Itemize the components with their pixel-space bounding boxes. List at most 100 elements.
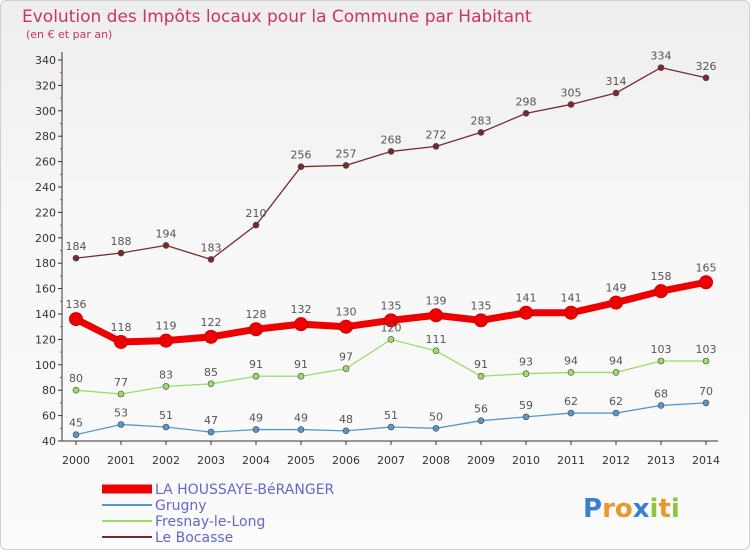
point-fresnay-le-long xyxy=(567,369,575,376)
point-fresnay-le-long xyxy=(297,372,305,380)
data-label-le-bocasse: 183 xyxy=(201,241,222,254)
x-tick-label: 2000 xyxy=(62,454,90,467)
axes xyxy=(61,52,718,442)
data-label-la-houssaye-b-ranger: 128 xyxy=(246,308,267,321)
legend-label: LA HOUSSAYE-BéRANGER xyxy=(155,482,335,498)
y-tick-label: 180 xyxy=(35,257,56,270)
y-tick-label: 40 xyxy=(42,435,56,448)
point-la-houssaye-b-ranger xyxy=(609,295,623,310)
point-le-bocasse xyxy=(522,110,530,117)
point-le-bocasse xyxy=(342,162,350,169)
x-tick-label: 2014 xyxy=(692,454,720,467)
point-fresnay-le-long xyxy=(612,369,620,376)
y-tick-label: 160 xyxy=(35,283,56,296)
point-fresnay-le-long xyxy=(522,370,530,377)
y-tick-label: 220 xyxy=(35,206,56,219)
x-tick-label: 2001 xyxy=(107,454,135,467)
y-tick-label: 300 xyxy=(35,105,56,118)
data-label-fresnay-le-long: 94 xyxy=(564,354,578,367)
data-label-grugny: 50 xyxy=(429,410,443,423)
data-label-grugny: 59 xyxy=(519,399,533,412)
x-tick-label: 2012 xyxy=(602,454,630,467)
data-label-grugny: 51 xyxy=(384,409,398,422)
data-label-le-bocasse: 334 xyxy=(651,50,672,63)
point-fresnay-le-long xyxy=(117,390,125,398)
data-label-fresnay-le-long: 91 xyxy=(474,358,488,371)
data-label-fresnay-le-long: 103 xyxy=(696,343,717,356)
data-labels-layer: 184 188 194 183 210 256 257 268 272 283 298 305 314 3… xyxy=(66,50,717,430)
y-tick-label: 340 xyxy=(35,54,56,67)
point-la-houssaye-b-ranger xyxy=(249,322,263,337)
x-tick-label: 2013 xyxy=(647,454,675,467)
data-label-grugny: 68 xyxy=(654,387,668,400)
data-label-grugny: 48 xyxy=(339,413,353,426)
point-la-houssaye-b-ranger xyxy=(564,305,578,320)
y-tick-label: 200 xyxy=(35,232,56,245)
data-label-le-bocasse: 272 xyxy=(426,128,447,141)
legend-label: Grugny xyxy=(155,498,207,514)
series-layer xyxy=(69,64,713,438)
data-label-la-houssaye-b-ranger: 165 xyxy=(696,261,717,274)
chart-subtitle: (en € et par an) xyxy=(26,28,112,41)
point-grugny xyxy=(522,413,530,421)
point-fresnay-le-long xyxy=(72,386,80,394)
data-label-le-bocasse: 283 xyxy=(471,114,492,127)
point-le-bocasse xyxy=(567,101,575,108)
data-label-le-bocasse: 314 xyxy=(606,75,627,88)
data-label-le-bocasse: 256 xyxy=(291,149,312,162)
data-label-fresnay-le-long: 103 xyxy=(651,343,672,356)
point-la-houssaye-b-ranger xyxy=(114,334,128,349)
point-le-bocasse xyxy=(72,254,80,262)
x-tick-label: 2005 xyxy=(287,454,315,467)
point-fresnay-le-long xyxy=(207,380,215,388)
point-le-bocasse xyxy=(297,163,305,170)
data-label-fresnay-le-long: 120 xyxy=(381,321,402,334)
data-label-fresnay-le-long: 93 xyxy=(519,356,533,369)
data-label-le-bocasse: 194 xyxy=(156,227,177,240)
point-le-bocasse xyxy=(117,249,125,257)
point-le-bocasse xyxy=(657,64,665,71)
data-label-grugny: 51 xyxy=(159,409,173,422)
point-le-bocasse xyxy=(252,221,260,229)
proxiti-logo: Proxiti xyxy=(583,494,680,524)
x-tick-label: 2004 xyxy=(242,454,270,467)
data-label-la-houssaye-b-ranger: 135 xyxy=(381,299,402,312)
point-la-houssaye-b-ranger xyxy=(159,333,173,348)
point-la-houssaye-b-ranger xyxy=(699,275,713,290)
y-tick-label: 60 xyxy=(42,410,56,423)
point-grugny xyxy=(612,409,620,417)
point-grugny xyxy=(477,417,485,424)
point-grugny xyxy=(117,421,125,428)
data-label-grugny: 47 xyxy=(204,414,218,427)
point-la-houssaye-b-ranger xyxy=(294,317,308,332)
data-label-la-houssaye-b-ranger: 158 xyxy=(651,270,672,283)
point-grugny xyxy=(72,431,80,438)
point-fresnay-le-long xyxy=(702,357,710,365)
data-label-la-houssaye-b-ranger: 122 xyxy=(201,316,222,329)
data-label-le-bocasse: 326 xyxy=(696,60,717,73)
chart-title: Evolution des Impôts locaux pour la Comm… xyxy=(22,7,532,27)
x-tick-label: 2002 xyxy=(152,454,180,467)
point-fresnay-le-long xyxy=(342,365,350,372)
x-tick-label: 2010 xyxy=(512,454,540,467)
point-grugny xyxy=(387,423,395,431)
point-fresnay-le-long xyxy=(252,372,260,380)
point-la-houssaye-b-ranger xyxy=(204,329,218,344)
point-le-bocasse xyxy=(702,74,710,82)
point-la-houssaye-b-ranger xyxy=(654,284,668,299)
point-fresnay-le-long xyxy=(162,383,170,390)
data-label-la-houssaye-b-ranger: 141 xyxy=(561,292,582,305)
data-label-fresnay-le-long: 83 xyxy=(159,368,173,381)
y-axis-ticks: 40 60 80 100 120 140 160 180 200 220 240 260 280 300 3… xyxy=(35,54,62,448)
point-fresnay-le-long xyxy=(432,347,440,355)
data-label-la-houssaye-b-ranger: 118 xyxy=(111,321,132,334)
point-grugny xyxy=(567,409,575,417)
data-label-la-houssaye-b-ranger: 119 xyxy=(156,320,177,333)
data-label-grugny: 49 xyxy=(249,412,263,425)
data-label-le-bocasse: 268 xyxy=(381,133,402,146)
point-le-bocasse xyxy=(612,89,620,97)
x-tick-label: 2011 xyxy=(557,454,585,467)
data-label-fresnay-le-long: 97 xyxy=(339,351,353,364)
point-grugny xyxy=(432,424,440,432)
